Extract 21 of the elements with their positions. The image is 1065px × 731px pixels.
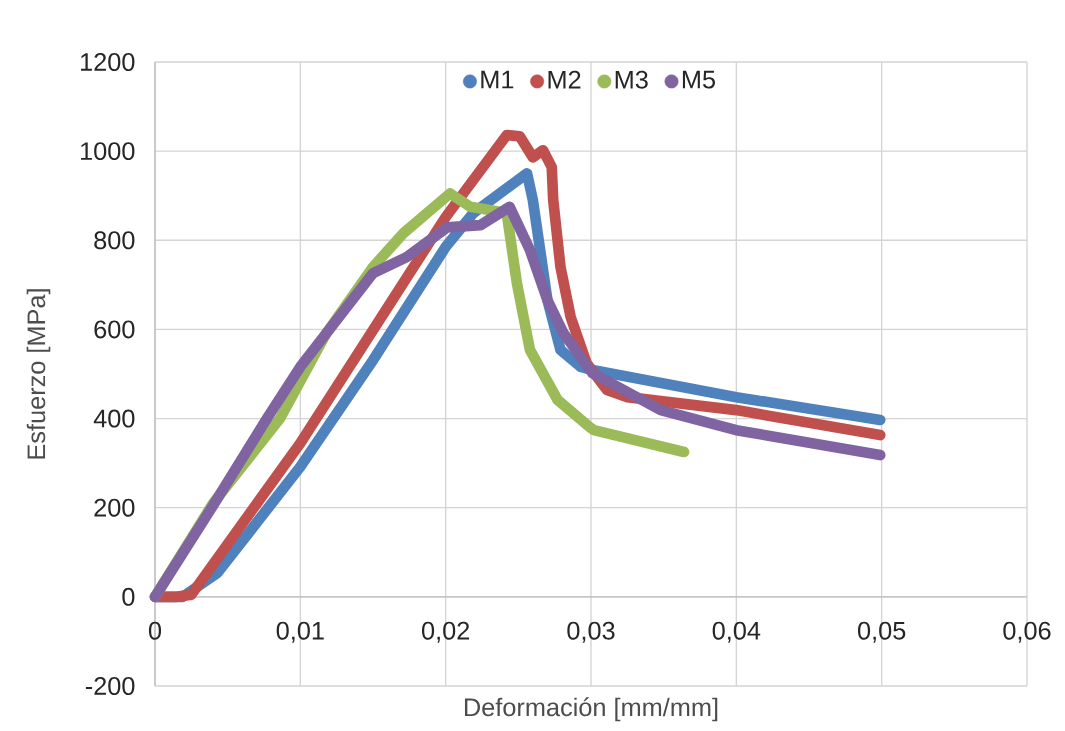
x-tick-label: 0,04 — [712, 621, 761, 643]
y-tick-label: 0 — [122, 587, 135, 606]
legend-label: M5 — [682, 70, 715, 89]
y-tick-label: 1200 — [81, 53, 135, 71]
y-tick-label: 600 — [94, 320, 135, 339]
y-tick-label: 1000 — [81, 142, 135, 161]
x-axis-title: Deformación [mm/mm] — [464, 697, 718, 722]
x-tick-label: 0,05 — [857, 621, 906, 643]
x-tick-label: 0,03 — [567, 621, 615, 643]
legend-label: M2 — [548, 70, 581, 89]
x-tick-label: 0 — [148, 621, 162, 640]
x-tick-label: 0,02 — [422, 621, 470, 643]
y-tick-label: 800 — [94, 231, 135, 250]
x-tick-label: 0,01 — [276, 621, 324, 643]
legend-label: M1 — [481, 70, 514, 89]
x-tick-label: 0,06 — [1003, 621, 1051, 643]
y-axis-title: Esfuerzo [MPa] — [26, 289, 51, 459]
y-tick-label: 400 — [93, 409, 135, 428]
y-tick-label: 200 — [94, 498, 135, 517]
y-tick-label: -200 — [85, 677, 135, 695]
legend-label: M3 — [615, 70, 648, 89]
